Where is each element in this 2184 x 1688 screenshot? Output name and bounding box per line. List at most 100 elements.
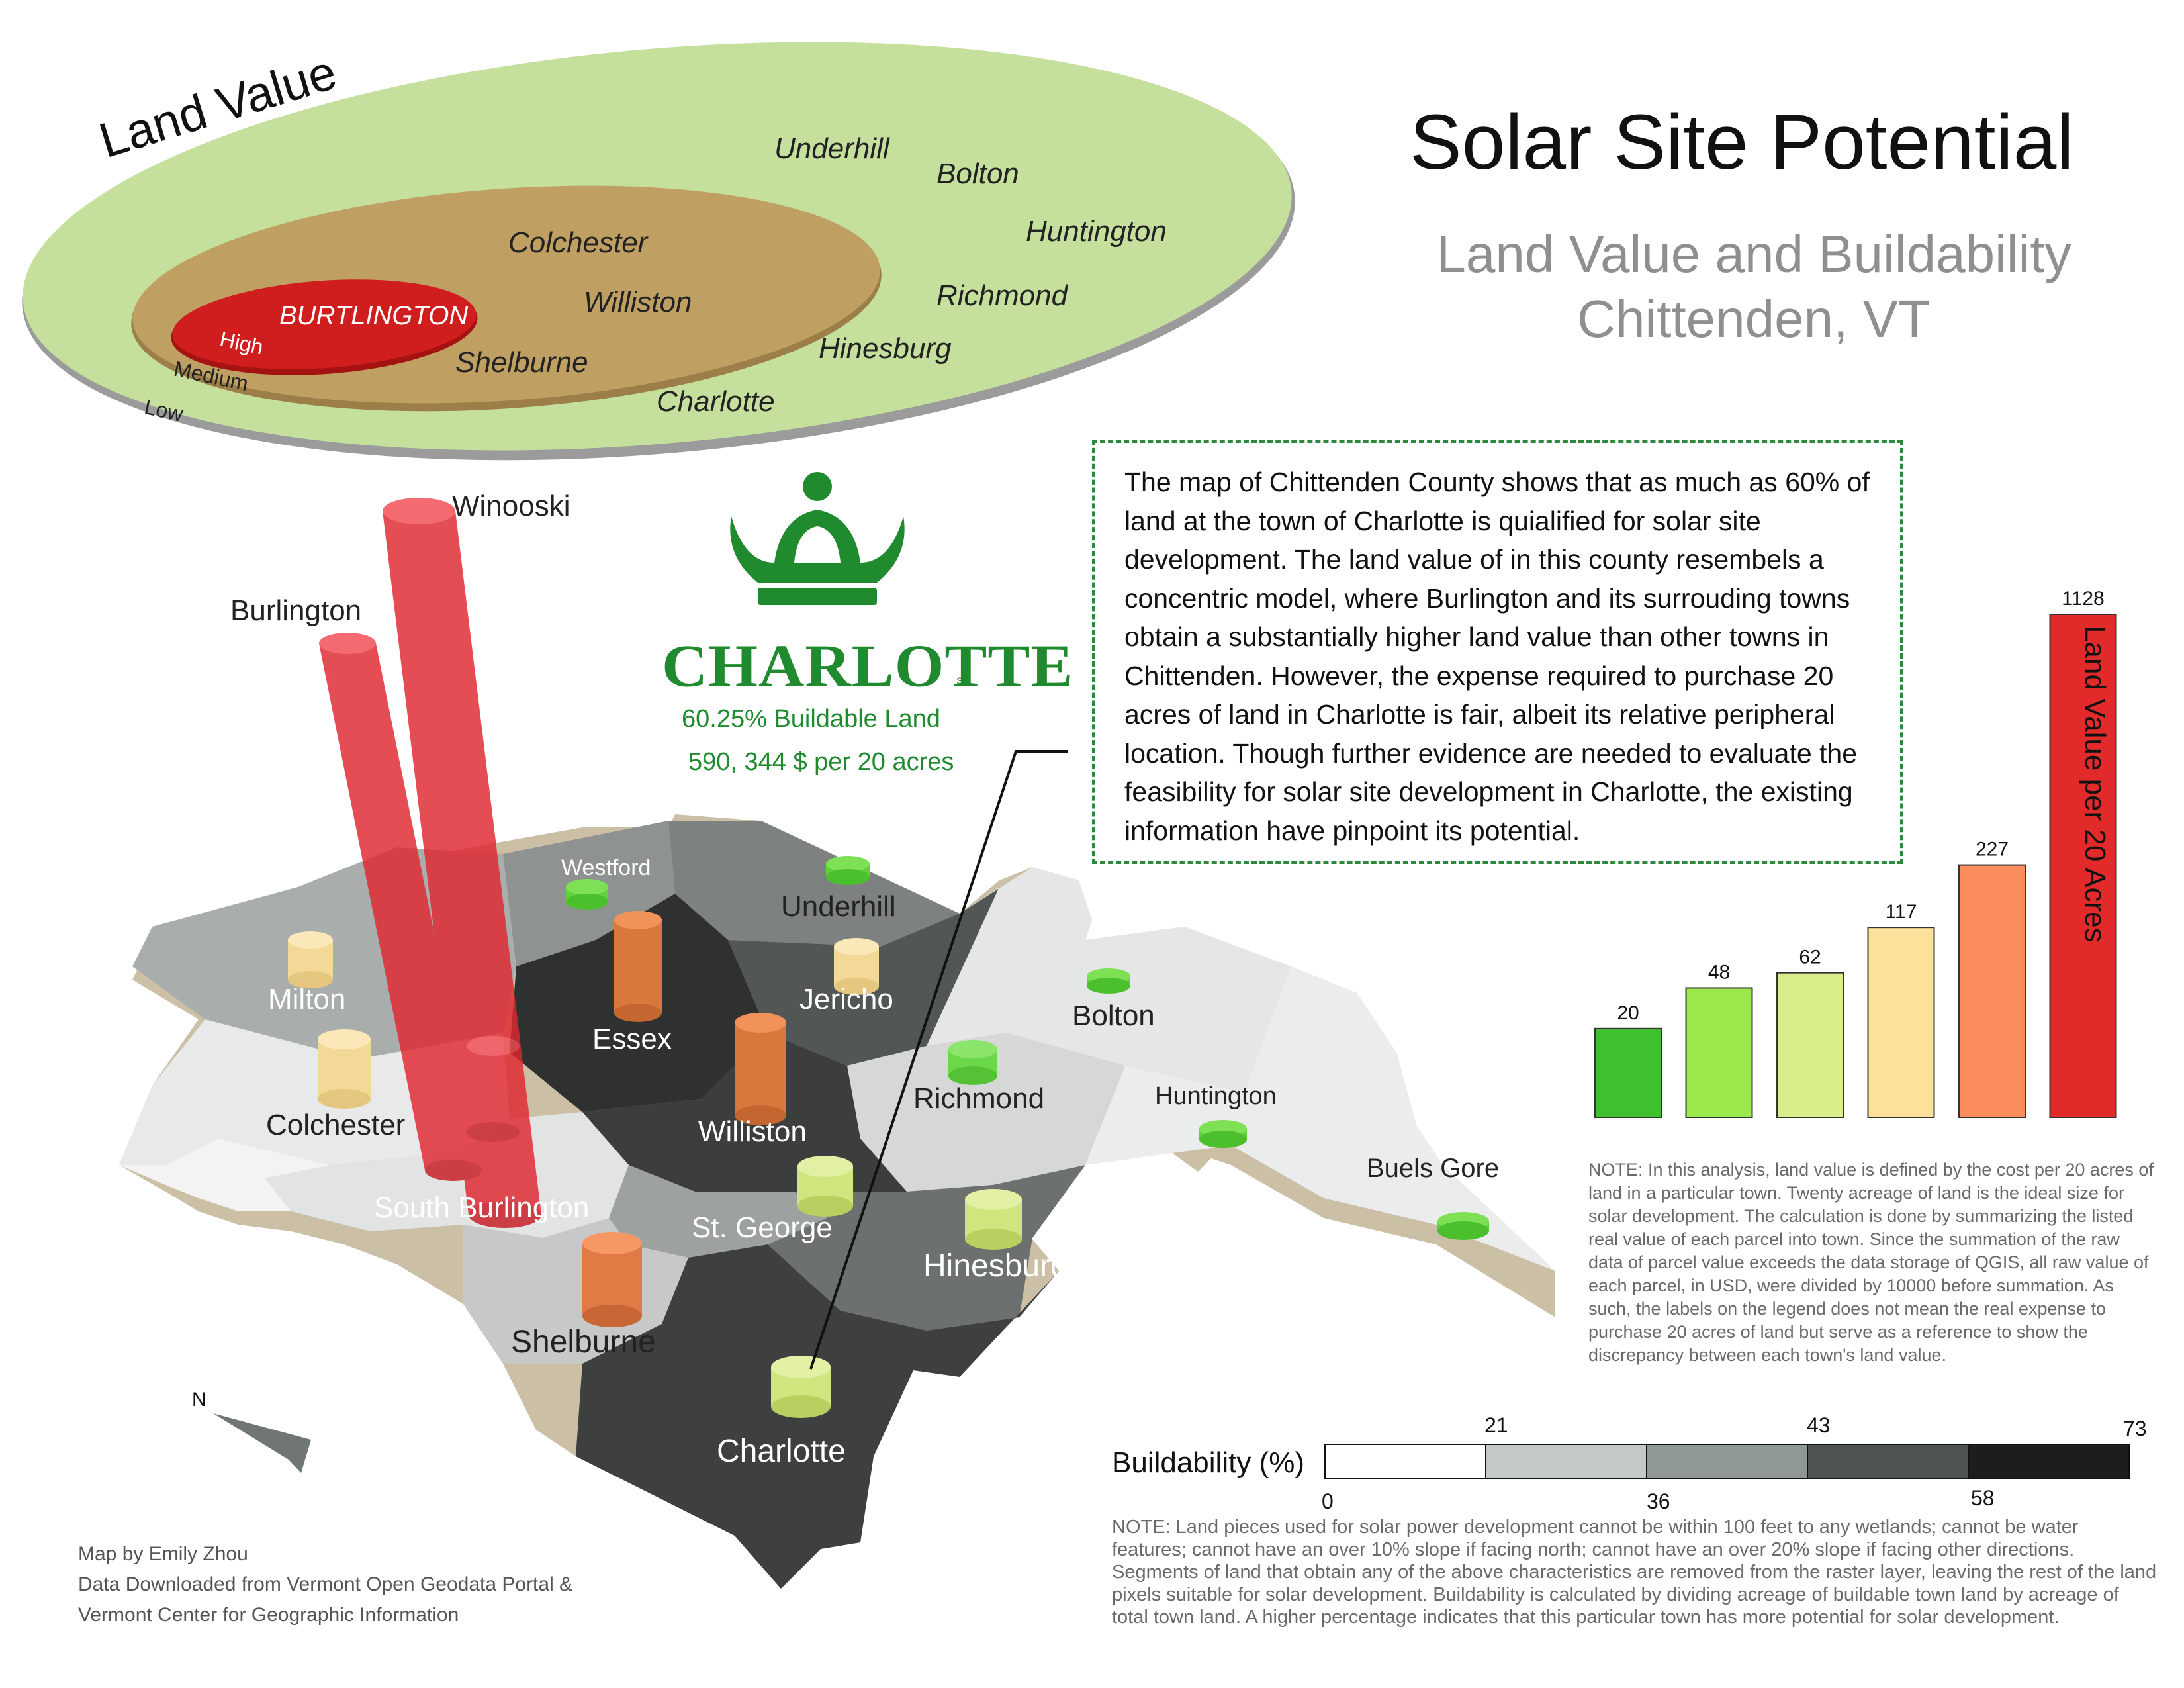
cylinder-shelburne [582, 1232, 642, 1327]
ring-town-bolton: Bolton [936, 158, 1019, 190]
page-subtitle: Land Value and Buildability Chittenden, … [1396, 222, 2111, 352]
bar-0 [1594, 1027, 1662, 1118]
legend-swatch-2 [1646, 1444, 1808, 1479]
cylinder-williston [735, 1013, 786, 1125]
ring-town-shelburne: Shelburne [455, 346, 588, 379]
land-value-columns [319, 498, 541, 1228]
map-label-st-george: St. George [692, 1211, 833, 1244]
legend-swatch-3 [1807, 1444, 1969, 1479]
map-label-milton: Milton [268, 983, 346, 1015]
column-south-burlington [467, 1036, 520, 1142]
bar-5 [2049, 614, 2117, 1118]
map-label-hinesburg: Hinesburg [923, 1248, 1068, 1284]
map-label-shelburne: Shelburne [511, 1325, 656, 1360]
north-arrow-icon [213, 1413, 311, 1473]
ring-town-williston: Williston [584, 286, 692, 318]
bar-1 [1685, 987, 1753, 1118]
map-label-williston: Williston [698, 1115, 807, 1148]
legend-swatch-1 [1485, 1444, 1647, 1479]
map-label-jericho: Jericho [799, 983, 893, 1015]
charlotte-callout-line [809, 750, 1068, 1370]
inner-ring [172, 279, 477, 369]
legend-tick-0: 0 [1322, 1489, 1334, 1513]
cylinder-charlotte [771, 1356, 831, 1418]
legend-swatch-0 [1324, 1444, 1486, 1479]
column-burlington [319, 633, 482, 1181]
bar-value-label-3: 117 [1886, 901, 1917, 923]
ring-town-underhill: Underhill [774, 132, 889, 165]
charlotte-price-stat: 590, 344 $ per 20 acres [688, 748, 954, 776]
tile-huntington [1085, 966, 1555, 1271]
description-box: The map of Chittenden County shows that … [1092, 440, 1903, 864]
map-label-bolton: Bolton [1072, 1000, 1155, 1032]
charlotte-logo-text: CHARLOTTE [662, 632, 1074, 700]
legend-swatch-4 [1968, 1444, 2130, 1479]
cylinder-richmond [948, 1040, 997, 1085]
ring-town-hinesburg: Hinesburg [819, 332, 952, 365]
north-label: N [192, 1389, 206, 1411]
tile-richmond [847, 1033, 1125, 1192]
bar-3 [1867, 927, 1935, 1118]
cylinder-buels-gore [1437, 1212, 1489, 1240]
map-label-burlington: Burlington [230, 594, 362, 627]
legend-tick-58: 58 [1971, 1486, 1995, 1510]
ring-town-richmond: Richmond [936, 279, 1068, 312]
credit-source-1: Data Downloaded from Vermont Open Geodat… [78, 1573, 573, 1595]
land-value-bar-chart: 20 48 62 117 227 1128 [1594, 588, 2117, 1118]
bar-2 [1776, 972, 1844, 1118]
subtitle-line-2: Chittenden, VT [1577, 289, 1931, 348]
legend-tick-36: 36 [1647, 1489, 1670, 1513]
map-credits: Map by Emily Zhou Data Downloaded from V… [78, 1539, 572, 1630]
legend-tick-43: 43 [1807, 1413, 1831, 1437]
map-label-colchester: Colchester [266, 1109, 406, 1141]
map-label-south-burlington: South Burlington [374, 1192, 590, 1224]
legend-tick-21: 21 [1484, 1413, 1508, 1437]
map-label-buels-gore: Buels Gore [1367, 1154, 1500, 1183]
subtitle-line-1: Land Value and Buildability [1436, 224, 2071, 283]
cylinder-st-george [797, 1156, 853, 1217]
cylinder-huntington [1199, 1120, 1247, 1148]
bar-value-label-2: 62 [1799, 947, 1821, 968]
buildability-note: NOTE: Land pieces used for solar power d… [1112, 1517, 2157, 1628]
map-label-westford: Westford [561, 855, 651, 880]
buildability-cylinders [288, 856, 1489, 1418]
ring-town-huntington: Huntington [1026, 215, 1167, 248]
land-value-note: NOTE: In this analysis, land value is de… [1588, 1160, 2154, 1365]
map-label-essex: Essex [592, 1023, 672, 1055]
map-label-underhill: Underhill [781, 890, 896, 923]
cylinder-essex [614, 911, 662, 1022]
crown-logo-icon [730, 472, 905, 605]
map-label-huntington: Huntington [1155, 1082, 1277, 1110]
buildability-legend-label: Buildability (%) [1112, 1446, 1304, 1479]
cylinder-hinesburg [965, 1189, 1022, 1250]
land-value-diagram-rings [22, 42, 1295, 461]
tile-st-george [609, 1165, 827, 1258]
tile-burlington [119, 1139, 331, 1211]
cylinder-westford [566, 879, 608, 910]
bar-chart-ylabel: Land Value per 20 Acres [2079, 626, 2111, 943]
map-label-charlotte: Charlotte [717, 1434, 846, 1469]
page-title: Solar Site Potential [1410, 99, 2074, 186]
ring-town-center: BURTLINGTON [279, 301, 469, 330]
ring-town-charlotte: Charlotte [657, 385, 775, 418]
charlotte-logo-mark: SM [956, 675, 970, 686]
bar-value-label-1: 48 [1708, 961, 1730, 983]
legend-tick-73: 73 [2123, 1417, 2147, 1440]
bar-value-label-5: 1128 [2062, 588, 2105, 610]
charlotte-buildable-stat: 60.25% Buildable Land [682, 705, 940, 733]
ring-town-colchester: Colchester [508, 226, 648, 259]
cylinder-jericho [834, 938, 879, 995]
cylinder-underhill [826, 856, 870, 885]
buildability-legend-bar [1324, 1444, 2130, 1479]
bar-4 [1958, 864, 2026, 1118]
map-label-richmond: Richmond [913, 1082, 1045, 1115]
cylinder-milton [288, 931, 333, 988]
credit-source-2: Vermont Center for Geographic Informatio… [78, 1604, 459, 1626]
tile-underhill [668, 821, 960, 947]
bar-value-label-4: 227 [1976, 839, 2009, 861]
map-label-winooski: Winooski [452, 490, 570, 522]
credit-author: Map by Emily Zhou [78, 1543, 248, 1565]
cylinder-colchester [318, 1029, 371, 1109]
tile-charlotte [576, 1244, 1059, 1589]
